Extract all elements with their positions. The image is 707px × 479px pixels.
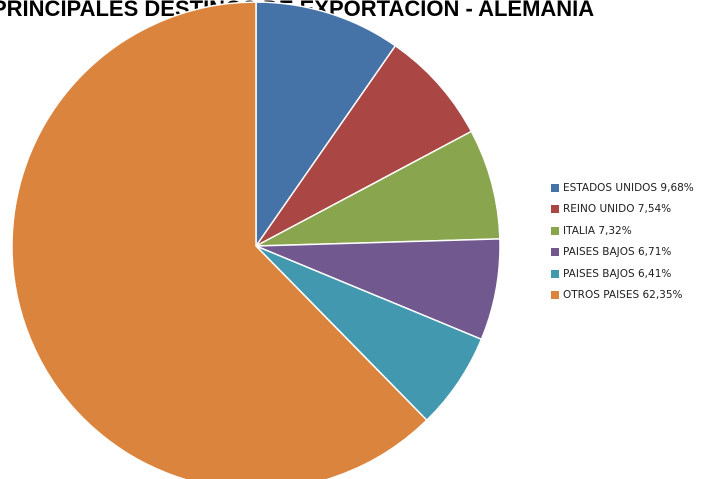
legend-label: PAISES BAJOS 6,41% [563, 267, 672, 280]
pie-slice-1 [255, 44, 473, 247]
legend-swatch [551, 226, 559, 235]
legend-label: PAISES BAJOS 6,71% [563, 246, 672, 259]
legend-label: OTROS PAISES 62,35% [563, 289, 683, 302]
legend-swatch [551, 205, 559, 214]
legend-item: OTROS PAISES 62,35% [551, 285, 694, 307]
pie-slice-2 [255, 130, 501, 247]
legend-item: PAISES BAJOS 6,41% [551, 263, 694, 285]
legend-item: ITALIA 7,32% [551, 220, 694, 242]
pie-slice-0 [255, 1, 397, 249]
legend-label: ESTADOS UNIDOS 9,68% [563, 181, 694, 194]
legend-item: PAISES BAJOS 6,71% [551, 242, 694, 264]
legend-swatch [551, 248, 559, 257]
pie-slice-5 [11, 1, 428, 479]
legend-swatch [551, 183, 559, 192]
legend-item: ESTADOS UNIDOS 9,68% [551, 177, 694, 199]
legend-label: REINO UNIDO 7,54% [563, 203, 672, 216]
legend-swatch [551, 291, 559, 300]
legend-label: ITALIA 7,32% [563, 224, 632, 237]
chart-legend: ESTADOS UNIDOS 9,68% REINO UNIDO 7,54% ITA… [551, 177, 694, 306]
legend-swatch [551, 269, 559, 278]
legend-item: REINO UNIDO 7,54% [551, 199, 694, 221]
